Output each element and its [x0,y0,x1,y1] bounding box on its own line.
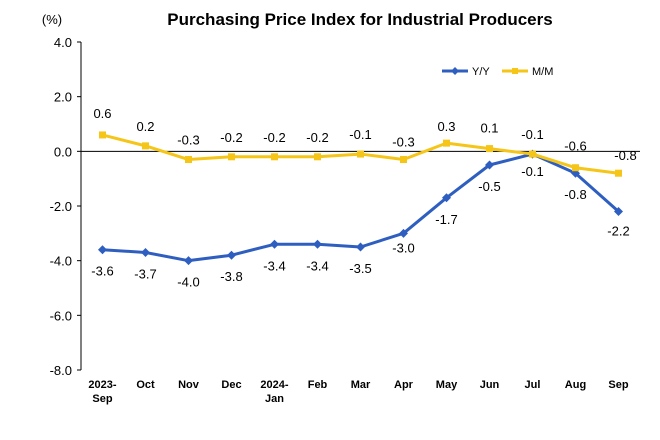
x-tick-line: 2024- [260,379,288,391]
data-point-y-y [270,239,279,249]
data-point-y-y [141,247,150,257]
data-point-y-y [614,206,623,216]
x-tick-line: Nov [178,379,200,391]
data-label-y-y: -0.8 [564,187,586,202]
data-point-y-y [485,160,494,170]
data-point-m-m [99,131,106,139]
data-label-y-y: -3.8 [220,269,242,284]
x-tick-line: Jan [265,393,284,405]
data-point-y-y [184,256,193,266]
data-point-m-m [615,169,622,177]
data-point-y-y [98,245,107,255]
data-point-m-m [572,164,579,172]
x-tick-label: Jun [480,379,500,391]
data-label-y-y: -0.1 [521,164,543,179]
data-label-m-m: 0.2 [136,119,154,134]
x-tick-label: Nov [178,379,200,391]
data-label-y-y: -3.5 [349,261,371,276]
x-tick-label: 2023- Sep [88,379,116,405]
data-label-y-y: -3.4 [306,258,328,273]
x-tick-line: Dec [221,379,241,391]
x-tick-line: Sep [608,379,628,391]
data-point-y-y [442,193,451,203]
data-label-y-y: -4.0 [177,275,199,290]
x-tick-label: Jul [525,379,541,391]
x-tick-label: Dec [221,379,241,391]
y-tick-label: -6.0 [50,308,72,323]
y-unit-label: (%) [42,12,62,27]
x-tick-label: Oct [136,379,155,391]
y-tick-label: 2.0 [54,90,72,105]
data-label-m-m: -0.2 [263,130,285,145]
data-point-m-m [185,156,192,164]
x-tick-line: Jun [480,379,500,391]
x-tick-line: Mar [351,379,371,391]
x-tick-label: May [436,379,458,391]
data-point-m-m [314,153,321,161]
data-point-m-m [529,150,536,158]
y-tick-label: 4.0 [54,35,72,50]
data-label-m-m: -0.1 [521,127,543,142]
x-tick-line: Apr [394,379,414,391]
y-tick-label: 0.0 [54,144,72,159]
data-point-y-y [356,242,365,252]
y-tick-label: -4.0 [50,254,72,269]
legend-marker-y-y [451,67,459,75]
y-tick-label: -2.0 [50,199,72,214]
data-labels: -3.6 -3.7 -4.0 -3.8 -3.4 -3.4 -3.5 -3.0 -1.7 -0.5… [91,106,636,290]
x-tick-label: Mar [351,379,371,391]
data-point-m-m [357,150,364,158]
data-label-m-m: -0.3 [177,133,199,148]
data-label-y-y: -1.7 [435,212,457,227]
data-label-y-y: -3.0 [392,240,414,255]
x-tick-label: Apr [394,379,414,391]
data-point-y-y [313,239,322,249]
data-point-m-m [400,156,407,164]
data-label-m-m: -0.2 [220,130,242,145]
data-point-m-m [486,145,493,153]
x-tick-line: Aug [565,379,586,391]
data-point-m-m [271,153,278,161]
axes: 4.0 2.0 0.0 -2.0 -4.0 -6.0 -8.0 2023- Sep Oct Nov D… [50,35,640,405]
x-tick-line: May [436,379,458,391]
data-label-y-y: -3.7 [134,266,156,281]
legend-label-y-y: Y/Y [472,66,490,78]
legend: Y/Y M/M [442,66,553,78]
legend-label-m-m: M/M [532,66,553,78]
data-point-m-m [443,139,450,147]
chart-title: Purchasing Price Index for Industrial Pr… [167,10,552,29]
data-label-m-m: 0.3 [437,119,455,134]
x-tick-label: Aug [565,379,586,391]
data-label-y-y: -3.4 [263,258,285,273]
y-tick-label: -8.0 [50,363,72,378]
data-point-m-m [142,142,149,150]
x-tick-line: Jul [525,379,541,391]
data-label-m-m: -0.2 [306,130,328,145]
data-label-y-y: -2.2 [607,223,629,238]
data-point-y-y [227,250,236,260]
series-layer [98,131,623,266]
data-label-m-m: 0.1 [480,121,498,136]
x-tick-line: Sep [92,393,112,405]
x-tick-line: Oct [136,379,155,391]
data-label-m-m: 0.6 [93,106,111,121]
x-tick-label: Feb [308,379,328,391]
x-tick-line: Feb [308,379,328,391]
data-label-m-m: -0.1 [349,127,371,142]
data-label-y-y: -0.5 [478,179,500,194]
data-point-y-y [399,228,408,238]
x-tick-label: Sep [608,379,628,391]
legend-marker-m-m [512,68,518,74]
x-tick-line: 2023- [88,379,116,391]
x-tick-label: 2024- Jan [260,379,288,405]
data-point-m-m [228,153,235,161]
data-label-m-m: -0.3 [392,135,414,150]
data-label-m-m: -0.8 [614,148,636,163]
data-label-y-y: -3.6 [91,264,113,279]
data-label-m-m: -0.6 [564,139,586,154]
